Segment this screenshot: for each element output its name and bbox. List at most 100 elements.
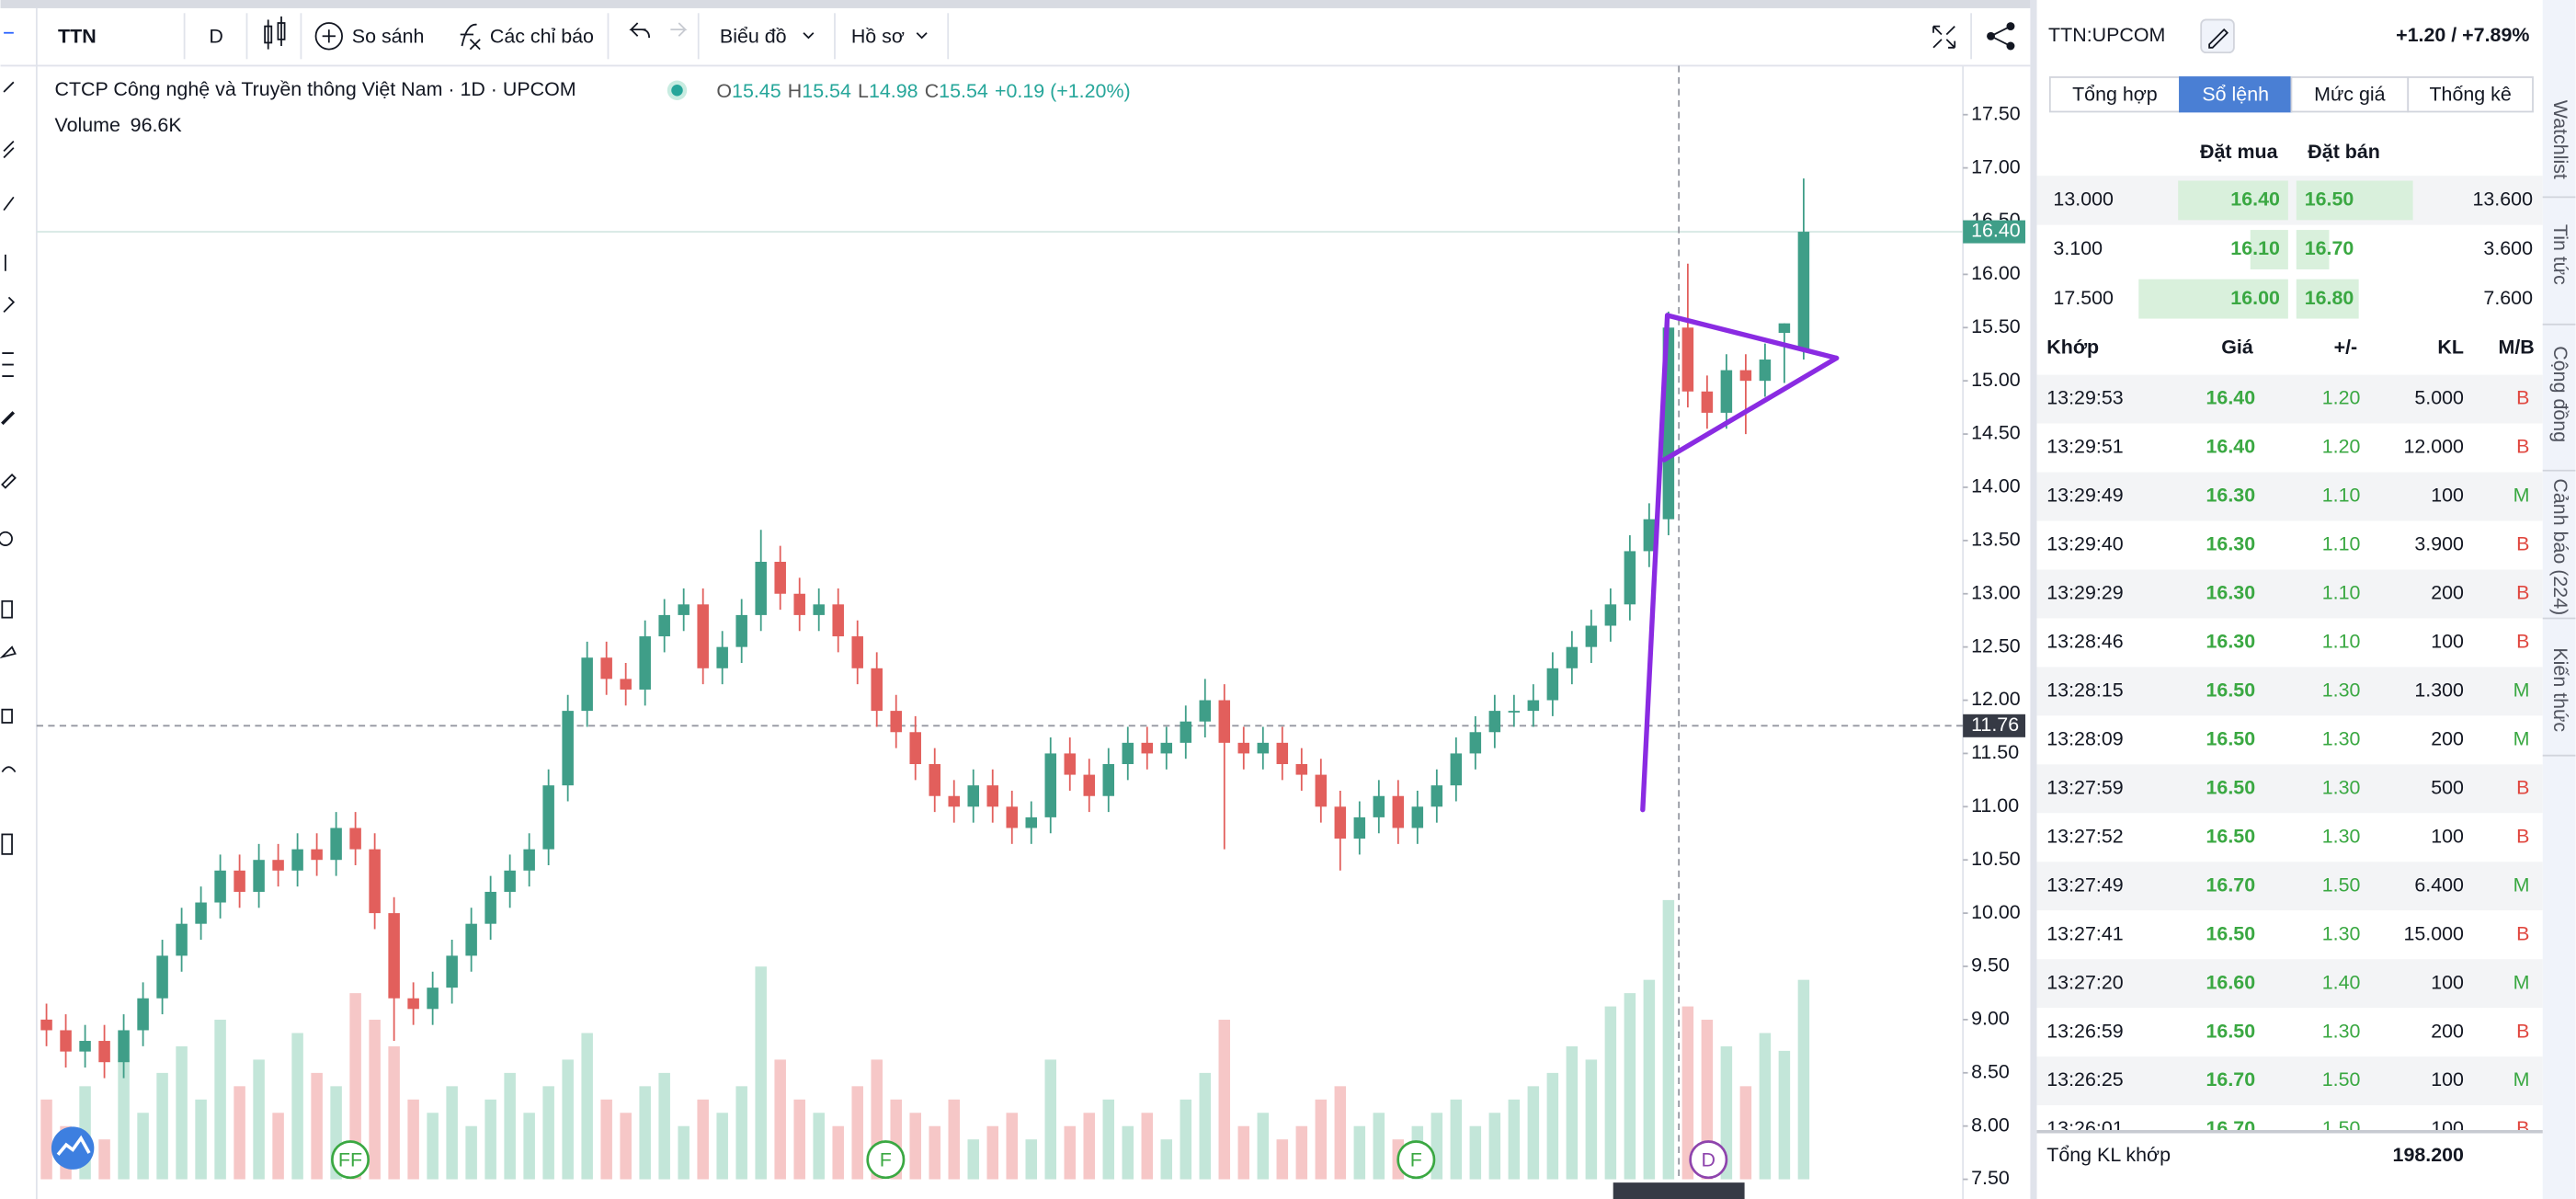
compare[interactable]: So sánh — [352, 26, 425, 48]
triangle-drawing[interactable] — [1640, 313, 1840, 813]
trade-cell: 100 — [2431, 971, 2464, 993]
ask-volume: 13.600 — [2472, 188, 2533, 211]
candle-body — [484, 891, 496, 924]
redo[interactable] — [670, 22, 688, 37]
trade-cell: 16.50 — [2206, 679, 2256, 702]
bid-price: 16.00 — [2230, 287, 2280, 309]
tab[interactable] — [2179, 76, 2293, 113]
trade-header: M/B — [2499, 336, 2535, 358]
logo-mark — [56, 1135, 91, 1156]
share-icon[interactable] — [1987, 22, 2015, 51]
profile-menu[interactable]: Hồ sơ — [851, 26, 905, 48]
trade-cell: 1.50 — [2322, 1068, 2361, 1091]
trade-cell: B — [2516, 1117, 2529, 1139]
trade-row — [2036, 764, 2543, 814]
candle-icon[interactable] — [264, 16, 286, 50]
trade-cell: 5.000 — [2414, 387, 2464, 409]
volume-bar — [1759, 1033, 1772, 1180]
volume-bar — [137, 1113, 149, 1180]
indicator-icon[interactable] — [460, 23, 481, 51]
total-value: 198.200 — [2393, 1144, 2465, 1166]
bid-depth — [2250, 230, 2288, 269]
event-marker[interactable] — [1396, 1140, 1436, 1180]
candle-body — [832, 604, 844, 637]
trade-cell: 16.50 — [2206, 727, 2256, 749]
bid-price: 16.40 — [2230, 188, 2280, 211]
volume-bar — [620, 1113, 632, 1180]
trade-cell: 1.10 — [2322, 631, 2361, 653]
trade-cell: 100 — [2431, 825, 2464, 847]
indicators[interactable]: Các chỉ báo — [490, 26, 594, 48]
side-tab[interactable]: Watchlist — [2549, 100, 2571, 179]
event-marker[interactable] — [866, 1140, 906, 1180]
candle-body — [1044, 753, 1057, 817]
candle-body — [774, 562, 786, 594]
compare-icon[interactable] — [314, 22, 343, 51]
volume-bar — [929, 1125, 940, 1180]
quote-symbol[interactable]: TTN:UPCOM — [2048, 24, 2165, 46]
candle-body — [1160, 742, 1173, 754]
y-tick-label: 17.50 — [1971, 102, 2021, 124]
side-tabs — [2542, 0, 2576, 1199]
symbol[interactable]: TTN — [58, 26, 97, 48]
interval[interactable]: D — [209, 26, 222, 48]
trade-row — [2036, 715, 2543, 765]
volume-bar — [118, 1059, 130, 1180]
volume-bar — [1141, 1113, 1154, 1180]
volume-bar — [1681, 1006, 1694, 1180]
candle-body — [600, 657, 612, 679]
trade-cell: 13:26:25 — [2046, 1068, 2123, 1091]
trade-cell: 13:27:41 — [2046, 922, 2123, 944]
candle-body — [446, 955, 458, 988]
ohlc-letter: H — [788, 80, 802, 102]
candle-body — [1701, 391, 1714, 413]
ohlc-high: 15.54 — [802, 80, 851, 102]
y-tick-label: 7.50 — [1971, 1167, 2010, 1189]
side-tab[interactable]: Cộng đồng — [2549, 346, 2571, 442]
trade-row — [2036, 959, 2543, 1009]
y-tick-label: 14.00 — [1971, 475, 2021, 497]
trade-cell: B — [2516, 582, 2529, 604]
side-tab[interactable]: Tin tức — [2549, 224, 2571, 285]
trade-cell: 13:27:59 — [2046, 776, 2123, 798]
candle-body — [735, 614, 747, 647]
candle-body — [118, 1030, 130, 1063]
ohlc-close: 15.54 — [939, 80, 988, 102]
candle-body — [813, 604, 825, 615]
trade-row — [2036, 862, 2543, 911]
side-tab[interactable]: Cảnh báo (224) — [2549, 478, 2571, 615]
crosshair-badge — [1963, 714, 2026, 737]
candle-body — [1373, 795, 1385, 817]
volume-bar — [1276, 1139, 1289, 1180]
undo[interactable] — [629, 22, 651, 39]
drawing-tools[interactable] — [0, 31, 17, 855]
volume-bar — [909, 1113, 921, 1180]
y-tick-label: 16.00 — [1971, 262, 2021, 284]
y-tick-label: 13.50 — [1971, 529, 2021, 551]
trade-cell: 13:29:29 — [2046, 582, 2123, 604]
tab[interactable] — [2407, 76, 2534, 113]
trade-cell: 13:29:53 — [2046, 387, 2123, 409]
fullscreen[interactable] — [1932, 25, 1956, 49]
chart-menu[interactable]: Biểu đồ — [720, 26, 787, 48]
candle-body — [1392, 795, 1405, 828]
candle-body — [504, 870, 516, 892]
book-header: Đặt bán — [2308, 141, 2380, 163]
trade-cell: 100 — [2431, 1068, 2464, 1091]
ask-volume: 7.600 — [2483, 287, 2533, 309]
volume-bar — [1083, 1113, 1096, 1180]
volume-bar — [542, 1086, 554, 1180]
candle-body — [755, 562, 767, 615]
candle-body — [1218, 700, 1231, 743]
trade-cell: 200 — [2431, 582, 2464, 604]
tab[interactable] — [2048, 76, 2181, 113]
trade-row — [2036, 1105, 2543, 1130]
event-marker[interactable] — [331, 1140, 370, 1180]
side-tab[interactable]: Kiến thức — [2549, 647, 2571, 732]
trade-cell: 13:28:46 — [2046, 631, 2123, 653]
event-marker[interactable] — [1689, 1140, 1728, 1180]
bid-volume: 3.100 — [2053, 237, 2103, 259]
candle-body — [948, 795, 960, 807]
trade-cell: 16.30 — [2206, 582, 2256, 604]
